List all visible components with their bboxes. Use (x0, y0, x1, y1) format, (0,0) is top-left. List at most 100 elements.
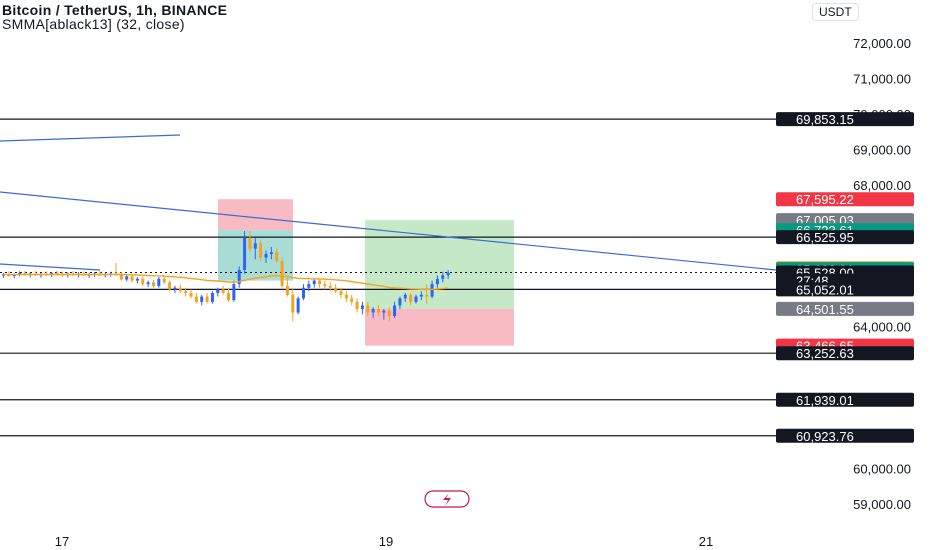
candle-body (227, 293, 230, 301)
candle-body (173, 287, 177, 290)
candle-body (216, 289, 220, 294)
candle-body (146, 282, 150, 285)
time-tick-label: 19 (379, 534, 393, 549)
currency-button[interactable]: USDT (812, 3, 859, 21)
candle-body (323, 284, 327, 286)
price-label-bg (776, 192, 914, 207)
trendline-descending (0, 191, 777, 271)
candle-body (259, 243, 263, 258)
candle-body (328, 285, 332, 288)
price-tick-label: 64,000.00 (853, 320, 911, 335)
candle-body (302, 287, 305, 299)
price-label-text: 69,853.15 (796, 112, 854, 127)
candle-body (18, 273, 22, 275)
candle-body (339, 291, 343, 295)
candle-body (178, 287, 182, 292)
price-tick-label: 60,000.00 (853, 462, 911, 477)
candle-body (409, 294, 413, 302)
candle-body (157, 278, 161, 286)
price-labels: 69,853.1567,595.2267,005.0366,723.6166,5… (776, 112, 914, 444)
price-label-bg (776, 346, 914, 361)
candle-body (414, 296, 418, 302)
long-stop-zone (365, 308, 514, 346)
candle-body (371, 308, 375, 313)
price-label-bg (776, 428, 914, 443)
candle-body (264, 253, 268, 258)
candle-body (312, 280, 316, 285)
candle-body (168, 282, 172, 290)
price-tick-label: 71,000.00 (853, 71, 911, 86)
candle-body (387, 310, 391, 317)
price-label-text: 65,052.01 (796, 282, 854, 297)
indicator-legend[interactable]: SMMA[ablack13] (32, close) (2, 16, 185, 32)
candle-body (194, 296, 198, 302)
candle-body (355, 301, 359, 309)
candle-body (210, 293, 214, 302)
candle-body (285, 285, 289, 295)
candle-body (221, 289, 225, 294)
candle-body (189, 293, 193, 297)
smma-line (3, 273, 449, 291)
price-tick-label: 69,000.00 (853, 142, 911, 157)
long-target-zone (365, 220, 514, 309)
candle-body (205, 296, 209, 302)
candle-body (435, 278, 439, 285)
candle-body (344, 294, 348, 299)
candles (2, 230, 450, 322)
price-label-text: 61,939.01 (796, 393, 854, 408)
logo-icon (424, 490, 470, 508)
price-label-bg (776, 301, 914, 316)
candle-body (425, 294, 429, 297)
price-tick-label: 59,000.00 (853, 497, 911, 512)
candle-body (275, 252, 279, 262)
price-tick-label: 68,000.00 (853, 178, 911, 193)
price-label-bg (776, 392, 914, 407)
candle-body (55, 273, 59, 275)
price-label-bg (776, 282, 914, 297)
price-label-text: 67,595.22 (796, 192, 854, 207)
candle-body (393, 305, 397, 317)
candle-body (318, 280, 322, 285)
candle-body (446, 272, 450, 276)
lightning-icon (443, 493, 451, 506)
price-label-bg (776, 230, 914, 245)
candle-body (307, 284, 311, 288)
candle-body (291, 294, 295, 313)
logo-outline (424, 490, 470, 508)
candle-body (403, 294, 407, 299)
trendline-upper (0, 134, 181, 142)
horizontal-levels (0, 118, 776, 437)
time-axis[interactable]: 17 19 21 (55, 534, 713, 549)
trendlines (0, 134, 777, 271)
candle-body (248, 238, 252, 249)
price-axis[interactable]: 72,000.0071,000.0070,000.0069,000.0068,0… (853, 36, 911, 512)
candle-body (253, 243, 257, 249)
candle-body (184, 291, 188, 294)
candle-body (237, 269, 241, 285)
candle-body (280, 261, 284, 286)
candle-body (162, 278, 166, 283)
price-label-text: 66,525.95 (796, 230, 854, 245)
candle-body (141, 278, 145, 285)
candle-body (377, 308, 380, 313)
price-label-bg (776, 112, 914, 127)
time-tick-label: 17 (55, 534, 69, 549)
candle-body (152, 282, 155, 286)
candle-body (350, 298, 354, 302)
candle-body (243, 238, 247, 270)
candle-body (360, 305, 364, 309)
candle-body (130, 276, 134, 281)
candle-body (232, 284, 236, 301)
price-tick-label: 72,000.00 (853, 36, 911, 51)
price-label-text: 63,252.63 (796, 346, 854, 361)
trendline-lower (0, 263, 101, 271)
price-label-text: 60,923.76 (796, 429, 854, 444)
candle-body (366, 305, 370, 313)
candle-body (269, 252, 273, 254)
candle-body (419, 294, 423, 297)
candle-body (119, 274, 123, 280)
candle-body (398, 298, 402, 306)
candle-body (125, 276, 129, 280)
candle-body (430, 284, 434, 297)
